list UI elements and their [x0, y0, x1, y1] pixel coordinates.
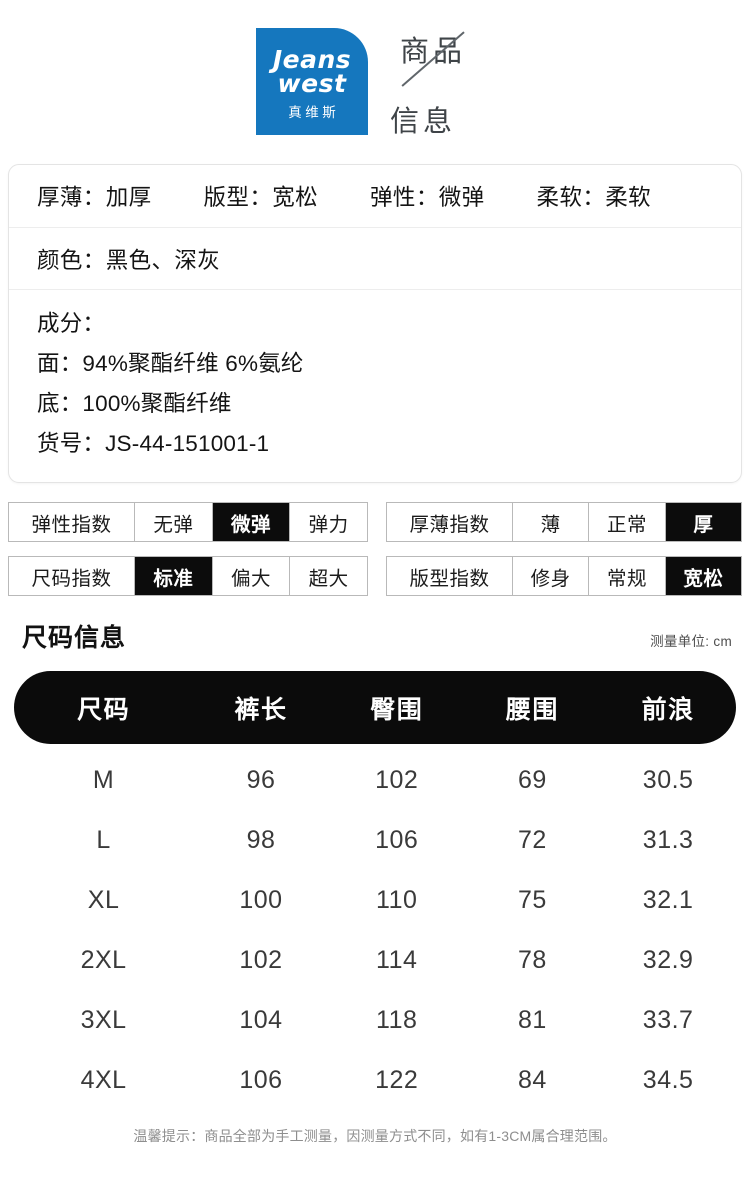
- measurement-unit-note: 测量单位: cm: [650, 634, 732, 650]
- cell-size: XL: [87, 885, 120, 914]
- cell-waist: 72: [518, 825, 547, 854]
- logo-line-1: Jeans: [272, 45, 352, 74]
- cell-hip: 102: [375, 765, 419, 794]
- product-attribute-cards: 厚薄：加厚 版型：宽松 弹性：微弹 柔软：柔软 颜色：黑色、深灰 成分： 面：9…: [8, 164, 742, 484]
- cell-hip: 122: [375, 1065, 419, 1094]
- cell-size: 3XL: [80, 1005, 127, 1034]
- table-row: 4XL 106 122 84 34.5: [14, 1050, 736, 1110]
- cell-pant-length: 104: [239, 1005, 283, 1034]
- cell-size: M: [92, 765, 115, 794]
- cell-front-rise: 30.5: [642, 765, 694, 794]
- index-row-size: 尺码指数 标准 偏大 超大: [8, 556, 368, 597]
- index-option-fit-0[interactable]: 修身: [513, 557, 590, 596]
- table-row: XL 100 110 75 32.1: [14, 870, 736, 930]
- table-row: 2XL 102 114 78 32.9: [14, 930, 736, 990]
- page-title-bottom: 信息: [390, 106, 457, 138]
- composition-face: 面：94%聚酯纤维 6%氨纶: [37, 351, 304, 377]
- index-option-elasticity-2[interactable]: 弹力: [308, 513, 349, 536]
- attribute-elasticity: 弹性：微弹: [370, 185, 485, 210]
- composition-article-number: 货号：JS-44-151001-1: [37, 431, 270, 457]
- index-option-size-1[interactable]: 偏大: [213, 557, 291, 596]
- index-option-thickness-2[interactable]: 厚: [665, 503, 741, 542]
- index-label-elasticity: 弹性指数: [9, 503, 135, 542]
- column-header-pant-length: 裤长: [234, 695, 288, 724]
- color-row: 颜色：黑色、深灰: [9, 228, 741, 290]
- attribute-fit: 版型：宽松: [203, 185, 319, 210]
- logo-chinese-name: 真维斯: [288, 105, 340, 120]
- index-row-fit: 版型指数 修身 常规 宽松: [386, 556, 742, 597]
- column-header-front-rise: 前浪: [641, 695, 695, 724]
- index-badge-grid: 弹性指数 无弹 微弹 弹力 厚薄指数 薄 正常 厚 尺码指数 标准 偏大 超大 …: [8, 502, 742, 597]
- cell-waist: 75: [518, 885, 547, 914]
- cell-front-rise: 32.9: [642, 945, 694, 974]
- column-header-waist: 腰围: [505, 695, 559, 724]
- logo-line-2: west: [277, 69, 347, 98]
- attribute-thickness: 厚薄：加厚: [37, 185, 152, 210]
- composition-heading: 成分：: [37, 311, 106, 336]
- index-option-elasticity-0[interactable]: 无弹: [135, 503, 213, 542]
- cell-waist: 81: [518, 1005, 547, 1034]
- cell-hip: 106: [375, 825, 419, 854]
- index-option-elasticity-1[interactable]: 微弹: [212, 503, 291, 542]
- column-header-size: 尺码: [77, 695, 131, 724]
- index-row-thickness: 厚薄指数 薄 正常 厚: [386, 502, 742, 543]
- cell-pant-length: 98: [246, 825, 276, 854]
- cell-size: 4XL: [80, 1065, 127, 1094]
- attribute-softness: 柔软：柔软: [536, 185, 652, 210]
- page-title: 商品 信息: [390, 28, 494, 140]
- size-section-header: 尺码信息 测量单位: cm: [22, 618, 732, 654]
- index-option-thickness-1[interactable]: 正常: [589, 503, 666, 542]
- cell-pant-length: 100: [239, 885, 283, 914]
- cell-size: 2XL: [80, 945, 127, 974]
- size-table: 尺码 裤长 臀围 腰围 前浪 M 96 102 69 30.5 L 98 106…: [14, 671, 736, 1110]
- cell-waist: 69: [518, 765, 547, 794]
- logo-wordmark: Jeans west: [272, 45, 352, 98]
- cell-pant-length: 102: [239, 945, 283, 974]
- composition-row: 成分： 面：94%聚酯纤维 6%氨纶 底：100%聚酯纤维 货号：JS-44-1…: [9, 290, 741, 482]
- index-label-fit: 版型指数: [387, 557, 513, 596]
- cell-waist: 84: [518, 1065, 547, 1094]
- index-label-thickness: 厚薄指数: [387, 503, 513, 542]
- index-option-size-0[interactable]: 标准: [135, 557, 213, 596]
- page-header: Jeans west 真维斯 商品 信息: [0, 0, 750, 148]
- cell-front-rise: 33.7: [642, 1005, 694, 1034]
- cell-pant-length: 96: [246, 765, 276, 794]
- measurement-footnote: 温馨提示：商品全部为手工测量，因测量方式不同，如有1-3CM属合理范围。: [133, 1128, 617, 1145]
- cell-hip: 110: [376, 885, 418, 914]
- page-title-top: 商品: [400, 36, 467, 68]
- diagonal-slash-icon: [401, 31, 478, 102]
- cell-pant-length: 106: [239, 1065, 283, 1094]
- index-label-size: 尺码指数: [9, 557, 135, 596]
- cell-front-rise: 32.1: [642, 885, 694, 914]
- size-table-body: M 96 102 69 30.5 L 98 106 72 31.3 XL 100…: [14, 750, 736, 1110]
- index-option-size-2[interactable]: 超大: [308, 567, 349, 590]
- index-row-elasticity: 弹性指数 无弹 微弹 弹力: [8, 502, 368, 543]
- cell-size: L: [96, 825, 111, 854]
- attribute-row: 厚薄：加厚 版型：宽松 弹性：微弹 柔软：柔软: [9, 165, 741, 228]
- cell-front-rise: 34.5: [642, 1065, 694, 1094]
- table-row: L 98 106 72 31.3: [14, 810, 736, 870]
- size-section-title: 尺码信息: [22, 624, 127, 653]
- column-header-hip: 臀围: [370, 695, 424, 724]
- index-option-fit-2[interactable]: 宽松: [665, 557, 741, 596]
- index-option-fit-1[interactable]: 常规: [589, 557, 666, 596]
- cell-front-rise: 31.3: [642, 825, 694, 854]
- cell-waist: 78: [518, 945, 547, 974]
- jeanswest-logo-icon: Jeans west 真维斯: [256, 28, 368, 135]
- table-row: 3XL 104 118 81 33.7: [14, 990, 736, 1050]
- composition-base: 底：100%聚酯纤维: [37, 391, 232, 417]
- cell-hip: 114: [376, 945, 418, 974]
- table-row: M 96 102 69 30.5: [14, 750, 736, 810]
- cell-hip: 118: [376, 1005, 418, 1034]
- index-option-thickness-0[interactable]: 薄: [513, 503, 590, 542]
- size-table-header: 尺码 裤长 臀围 腰围 前浪: [14, 671, 736, 745]
- attribute-color: 颜色：黑色、深灰: [37, 247, 221, 273]
